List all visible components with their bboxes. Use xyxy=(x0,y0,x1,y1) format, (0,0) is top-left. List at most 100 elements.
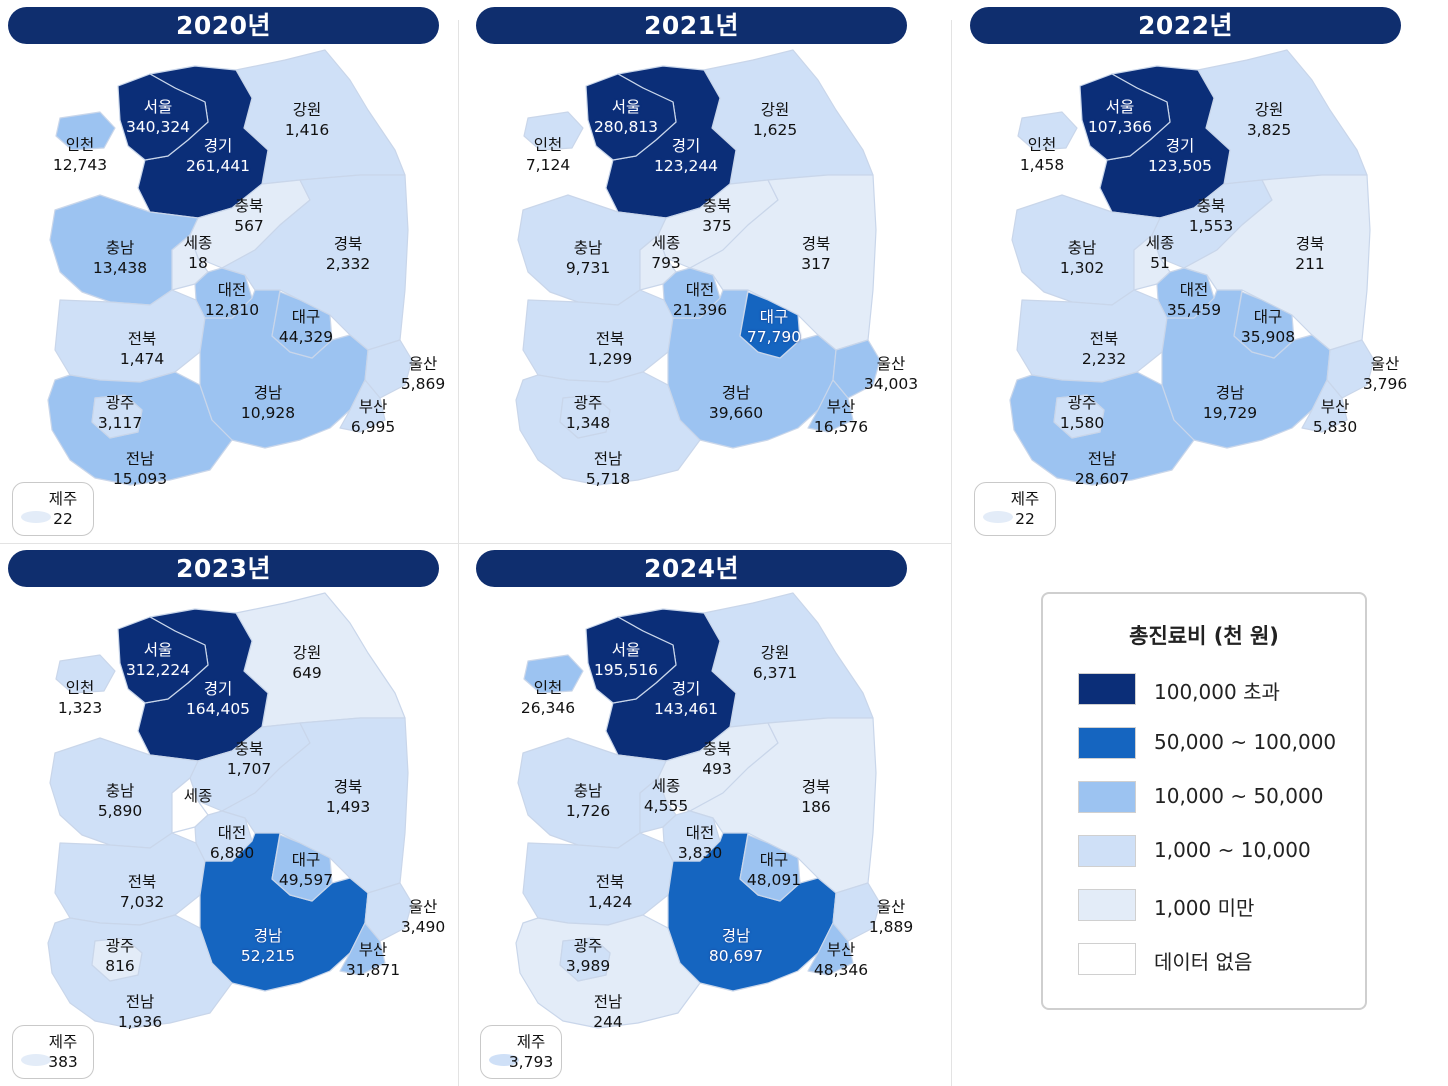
region-name: 경남 xyxy=(721,927,751,945)
region-name: 대구 xyxy=(759,308,789,326)
region-label-seoul: 서울 312,224 xyxy=(126,640,190,680)
region-name: 인천 xyxy=(533,136,563,154)
region-label-busan: 부산 31,871 xyxy=(346,940,400,980)
legend-swatch xyxy=(1078,889,1136,921)
region-label-gyeonggi: 경기 123,244 xyxy=(654,136,718,176)
region-name: 강원 xyxy=(292,101,322,119)
region-daegu[interactable] xyxy=(1233,291,1295,359)
region-label-jeonbuk: 전북 1,299 xyxy=(588,329,632,369)
region-name: 인천 xyxy=(533,679,563,697)
region-name: 충남 xyxy=(1067,239,1097,257)
region-jeju[interactable] xyxy=(983,511,1013,523)
region-name: 대전 xyxy=(685,281,715,299)
region-daejeon[interactable] xyxy=(1156,267,1215,319)
region-value: 12,743 xyxy=(52,156,108,174)
region-label-seoul: 서울 340,324 xyxy=(126,97,190,137)
region-value: 164,405 xyxy=(185,700,251,718)
korea-map xyxy=(47,592,413,1029)
jeju-inset[interactable]: 제주 22 xyxy=(12,482,94,536)
region-gwangju[interactable] xyxy=(91,394,143,439)
region-incheon[interactable] xyxy=(55,111,116,151)
region-busan[interactable] xyxy=(339,922,386,976)
region-jeju[interactable] xyxy=(489,1054,519,1066)
region-seoul[interactable] xyxy=(585,73,677,161)
region-value: 1,936 xyxy=(117,1013,163,1031)
region-gwangju[interactable] xyxy=(1053,394,1105,439)
region-gwangju[interactable] xyxy=(91,937,143,982)
region-label-daejeon: 대전 3,830 xyxy=(678,823,722,863)
region-label-jeju: 제주 22 xyxy=(49,489,78,529)
region-daegu[interactable] xyxy=(739,834,801,902)
region-label-busan: 부산 6,995 xyxy=(351,397,395,437)
region-label-busan: 부산 48,346 xyxy=(814,940,868,980)
region-label-chungnam: 충남 9,731 xyxy=(566,238,610,278)
region-incheon[interactable] xyxy=(1017,111,1078,151)
region-incheon[interactable] xyxy=(523,111,584,151)
region-daegu[interactable] xyxy=(271,834,333,902)
region-label-daegu: 대구 35,908 xyxy=(1241,307,1295,347)
divider-3 xyxy=(0,543,951,544)
legend-title: 총진료비 (천 원) xyxy=(1129,624,1279,648)
region-gwangju[interactable] xyxy=(559,937,611,982)
region-label-ulsan: 울산 3,796 xyxy=(1363,354,1407,394)
region-name: 인천 xyxy=(1027,136,1057,154)
region-busan[interactable] xyxy=(807,922,854,976)
region-name: 제주 xyxy=(516,1033,546,1051)
region-label-ulsan: 울산 34,003 xyxy=(864,354,918,394)
region-incheon[interactable] xyxy=(523,654,584,694)
region-value: 10,928 xyxy=(240,404,296,422)
region-name: 인천 xyxy=(65,679,95,697)
region-value: 211 xyxy=(1295,255,1325,273)
region-value: 48,091 xyxy=(746,871,802,889)
region-jeju[interactable] xyxy=(21,511,51,523)
region-label-daejeon: 대전 21,396 xyxy=(673,280,727,320)
region-label-gyeongnam: 경남 39,660 xyxy=(709,383,763,423)
region-name: 울산 xyxy=(876,898,906,916)
jeju-inset[interactable]: 제주 22 xyxy=(974,482,1056,536)
region-label-gwangju: 광주 3,989 xyxy=(566,936,610,976)
region-label-daegu: 대구 44,329 xyxy=(279,307,333,347)
region-value: 383 xyxy=(48,1053,78,1071)
region-label-jeonnam: 전남 244 xyxy=(593,992,623,1032)
year-title: 2022년 xyxy=(970,7,1401,44)
region-name: 충남 xyxy=(105,782,135,800)
region-busan[interactable] xyxy=(1301,379,1348,433)
region-busan[interactable] xyxy=(807,379,854,433)
region-label-gyeonggi: 경기 123,505 xyxy=(1148,136,1212,176)
region-daegu[interactable] xyxy=(271,291,333,359)
region-gwangju[interactable] xyxy=(559,394,611,439)
region-label-chungbuk: 충북 493 xyxy=(702,739,732,779)
region-value: 816 xyxy=(105,957,135,975)
region-seoul[interactable] xyxy=(117,616,209,704)
region-label-gyeongnam: 경남 19,729 xyxy=(1203,383,1257,423)
jeju-inset[interactable]: 제주 3,793 xyxy=(480,1025,562,1079)
region-value: 340,324 xyxy=(125,118,191,136)
region-value: 3,830 xyxy=(677,844,723,862)
region-incheon[interactable] xyxy=(55,654,116,694)
region-daejeon[interactable] xyxy=(194,267,253,319)
region-daejeon[interactable] xyxy=(662,810,721,862)
region-busan[interactable] xyxy=(339,379,386,433)
region-daejeon[interactable] xyxy=(194,810,253,862)
region-name: 전남 xyxy=(125,450,155,468)
region-value: 1,348 xyxy=(565,414,611,432)
region-daegu[interactable] xyxy=(739,291,801,359)
region-name: 전남 xyxy=(125,993,155,1011)
region-value: 3,490 xyxy=(400,918,446,936)
region-seoul[interactable] xyxy=(585,616,677,704)
region-label-daejeon: 대전 12,810 xyxy=(205,280,259,320)
region-value: 13,438 xyxy=(92,259,148,277)
region-name: 대구 xyxy=(291,851,321,869)
region-name: 광주 xyxy=(105,394,135,412)
region-value: 1,302 xyxy=(1059,259,1105,277)
jeju-inset[interactable]: 제주 383 xyxy=(12,1025,94,1079)
region-seoul[interactable] xyxy=(117,73,209,161)
region-label-gyeongnam: 경남 10,928 xyxy=(241,383,295,423)
region-name: 전북 xyxy=(127,873,157,891)
region-value: 3,796 xyxy=(1362,375,1408,393)
region-label-incheon: 인천 1,323 xyxy=(58,678,102,718)
region-seoul[interactable] xyxy=(1079,73,1171,161)
region-jeju[interactable] xyxy=(21,1054,51,1066)
region-name: 광주 xyxy=(573,394,603,412)
region-daejeon[interactable] xyxy=(662,267,721,319)
